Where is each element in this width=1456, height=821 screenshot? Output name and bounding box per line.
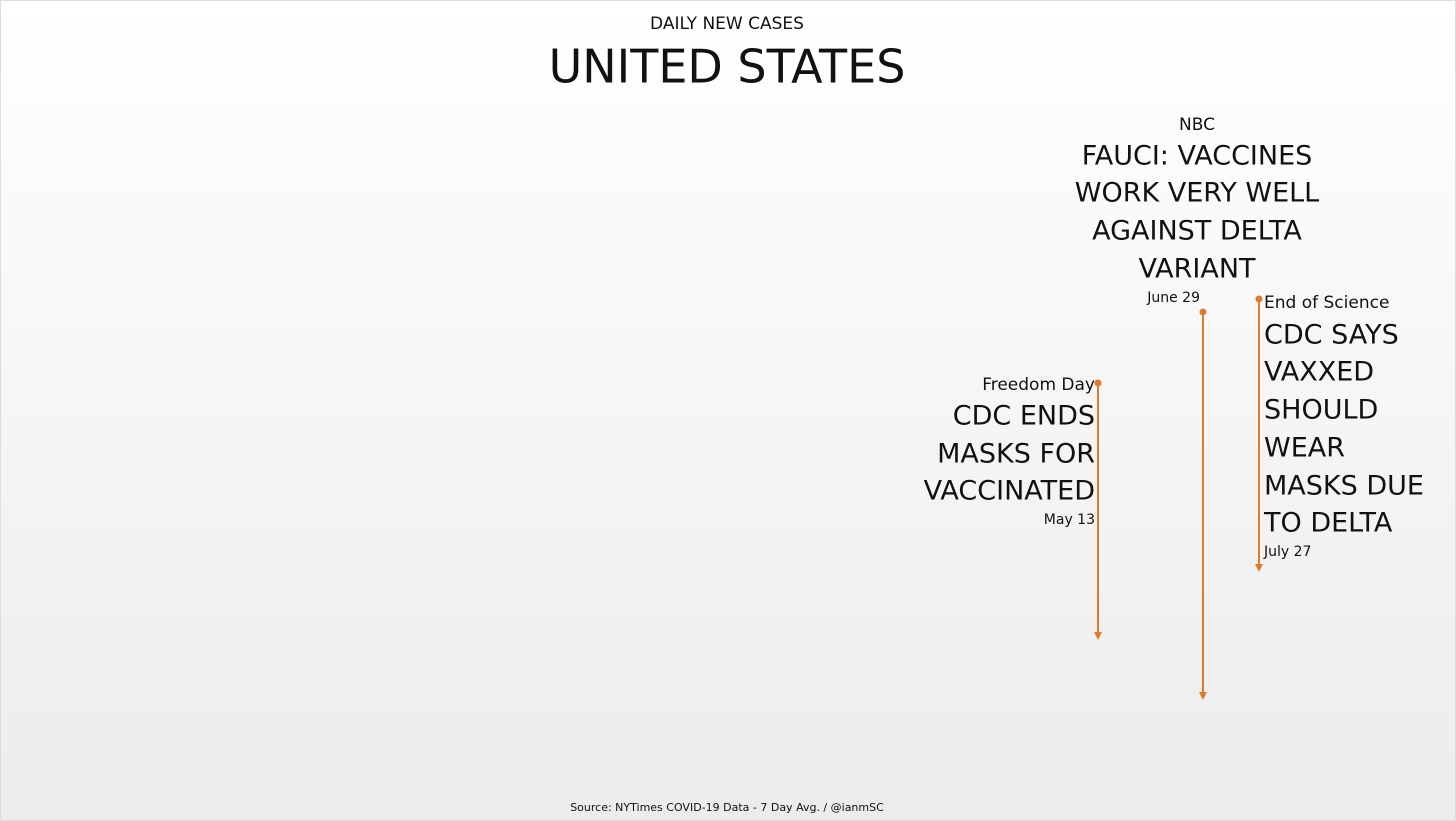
- annotation-label: Freedom Day: [982, 375, 1095, 395]
- annotation-headline: WORK VERY WELL: [1075, 178, 1319, 209]
- arrow-head: [1094, 632, 1102, 640]
- annotation-headline: MASKS FOR: [937, 439, 1095, 470]
- arrow-head: [1199, 692, 1207, 700]
- annotation-headline: AGAINST DELTA: [1092, 216, 1302, 247]
- annotation-headline: TO DELTA: [1263, 508, 1393, 539]
- annotation-label: End of Science: [1264, 293, 1389, 313]
- source: Source: NYTimes COVID-19 Data - 7 Day Av…: [570, 801, 884, 814]
- annotation-headline: VARIANT: [1138, 254, 1256, 285]
- annotation-headline: MASKS DUE: [1264, 471, 1424, 502]
- annotation: NBC FAUCI: VACCINES WORK VERY WELL AGAIN…: [1075, 115, 1319, 306]
- annotation-dot: [1199, 308, 1207, 316]
- annotation-headline: FAUCI: VACCINES: [1082, 141, 1313, 172]
- annotation-headline: WEAR: [1264, 433, 1345, 464]
- annotation: Freedom Day CDC ENDS MASKS FOR VACCINATE…: [924, 375, 1095, 528]
- annotation-headline: CDC ENDS: [953, 401, 1095, 432]
- arrow-head: [1255, 564, 1263, 572]
- annotation-headline: SHOULD: [1264, 395, 1378, 426]
- annotation-dot: [1094, 379, 1102, 387]
- annotation-date: July 27: [1263, 544, 1311, 560]
- annotation-dot: [1255, 295, 1263, 303]
- annotation-headline: VAXXED: [1264, 357, 1374, 388]
- chart-subtitle: DAILY NEW CASES: [650, 14, 804, 34]
- annotation-date: June 29: [1146, 290, 1200, 306]
- annotation-date: May 13: [1044, 512, 1095, 528]
- chart-title: UNITED STATES: [549, 40, 906, 94]
- annotation-headline: CDC SAYS: [1264, 320, 1399, 351]
- annotation-label: NBC: [1179, 115, 1215, 135]
- annotation: End of Science CDC SAYS VAXXED SHOULD WE…: [1263, 293, 1424, 560]
- annotation-headline: VACCINATED: [924, 476, 1095, 507]
